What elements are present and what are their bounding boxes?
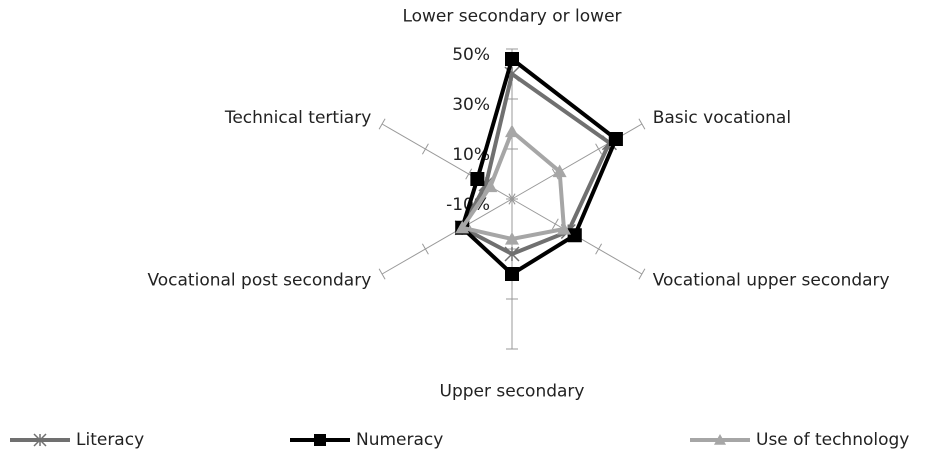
category-label: Basic vocational xyxy=(653,108,791,128)
legend-label: Numeracy xyxy=(356,430,443,450)
marker xyxy=(567,228,582,243)
y-tick-label: 50% xyxy=(452,45,490,65)
category-label: Technical tertiary xyxy=(224,108,371,128)
tick-mark xyxy=(465,168,473,180)
tick-mark xyxy=(551,218,559,230)
marker xyxy=(455,220,470,234)
legend-label: Literacy xyxy=(76,430,144,450)
tick-mark xyxy=(595,243,603,255)
marker xyxy=(314,434,326,446)
marker xyxy=(505,124,519,138)
marker xyxy=(483,179,498,193)
tick-mark xyxy=(508,193,516,205)
marker xyxy=(714,434,726,445)
tick-mark xyxy=(638,118,646,130)
tick-mark xyxy=(595,143,603,155)
marker xyxy=(470,172,485,186)
tick-mark xyxy=(421,143,429,155)
axis-line xyxy=(381,198,513,275)
category-label: Upper secondary xyxy=(440,382,585,402)
category-label: Lower secondary or lower xyxy=(402,7,621,27)
y-tick-label: 30% xyxy=(452,95,490,115)
category-label: Vocational post secondary xyxy=(147,270,371,290)
tick-mark xyxy=(421,243,429,255)
category-label: Vocational upper secondary xyxy=(653,270,890,290)
marker xyxy=(552,164,567,178)
tick-mark xyxy=(378,268,386,280)
marker xyxy=(608,132,623,146)
marker xyxy=(556,222,571,235)
marker xyxy=(33,433,47,447)
tick-mark xyxy=(638,268,646,280)
marker xyxy=(504,246,520,262)
tick-mark xyxy=(378,118,386,130)
legend-label: Use of technology xyxy=(756,430,909,450)
marker xyxy=(505,267,519,281)
marker xyxy=(505,52,519,66)
y-tick-label: 10% xyxy=(452,145,490,165)
marker xyxy=(505,232,519,245)
